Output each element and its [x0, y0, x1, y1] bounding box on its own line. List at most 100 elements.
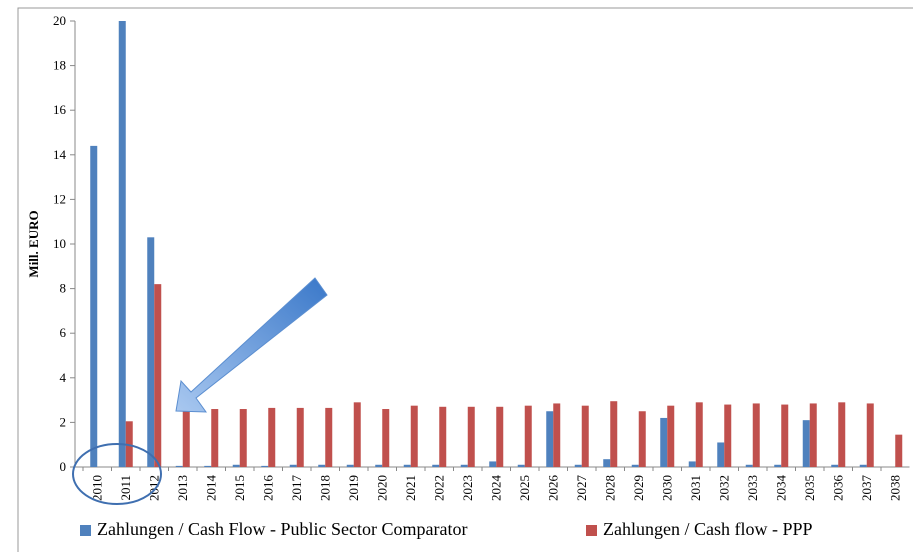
bar — [353, 402, 361, 467]
y-tick-label: 18 — [53, 58, 66, 73]
bar — [90, 145, 98, 467]
bar — [467, 406, 475, 467]
x-tick-label: 2026 — [545, 475, 560, 502]
bar — [603, 459, 611, 467]
bar — [895, 434, 903, 467]
x-tick-label: 2027 — [574, 475, 589, 502]
arrow-annotation — [175, 277, 328, 413]
bar — [232, 464, 240, 467]
bar — [866, 403, 874, 467]
bar — [410, 405, 418, 467]
bar — [838, 402, 846, 467]
x-tick-label: 2036 — [830, 475, 845, 502]
bar — [403, 464, 411, 467]
bar — [553, 403, 561, 467]
x-tick-label: 2015 — [232, 475, 247, 501]
bar — [638, 411, 646, 467]
y-tick-label: 8 — [60, 281, 67, 296]
bar — [175, 465, 183, 467]
x-tick-label: 2031 — [688, 475, 703, 501]
bar — [346, 464, 354, 467]
bar — [581, 405, 589, 467]
bar — [695, 402, 703, 467]
bar — [524, 405, 532, 467]
x-tick-label: 2037 — [859, 475, 874, 502]
bar — [724, 404, 732, 467]
bar — [717, 442, 725, 467]
bar — [774, 464, 782, 467]
legend-label: Zahlungen / Cash Flow - Public Sector Co… — [97, 519, 467, 539]
legend-swatch — [586, 525, 597, 536]
y-tick-label: 20 — [53, 13, 66, 28]
x-tick-label: 2018 — [317, 475, 332, 501]
x-tick-label: 2021 — [403, 475, 418, 501]
chart-frame — [17, 7, 913, 552]
x-tick-label: 2010 — [89, 475, 104, 501]
y-tick-label: 6 — [60, 325, 67, 340]
bar — [496, 406, 504, 467]
bar — [781, 404, 789, 467]
bar — [182, 409, 190, 467]
bar — [631, 464, 639, 467]
bar — [432, 464, 440, 467]
highlight-ellipse — [72, 443, 162, 505]
bar — [154, 284, 162, 467]
bar — [296, 407, 304, 467]
x-tick-label: 2014 — [203, 475, 218, 502]
y-tick-label: 0 — [60, 459, 67, 474]
bar — [574, 464, 582, 467]
bar — [289, 464, 297, 467]
x-tick-label: 2016 — [260, 475, 275, 502]
bar — [460, 464, 468, 467]
x-tick-label: 2017 — [289, 475, 304, 502]
x-tick-label: 2011 — [118, 475, 133, 501]
bar — [859, 464, 867, 467]
x-tick-label: 2013 — [175, 475, 190, 501]
y-axis-label: Mill. EURO — [26, 210, 41, 277]
plot: 0 2 4 6 8 10 12 14 16 18 20 2010 2011 2012 2013 2014 201… — [53, 13, 910, 539]
bar — [752, 403, 760, 467]
x-tick-label: 2032 — [716, 475, 731, 501]
bar — [489, 461, 497, 467]
x-tick-label: 2024 — [488, 475, 503, 502]
bar — [325, 407, 333, 467]
bar — [745, 464, 753, 467]
bar — [268, 407, 276, 467]
bar — [261, 465, 269, 467]
bar — [118, 21, 126, 467]
bar — [809, 403, 817, 467]
y-tick-label: 10 — [53, 236, 66, 251]
bar — [831, 464, 839, 467]
x-tick-label: 2020 — [374, 475, 389, 501]
bar — [318, 464, 326, 467]
bar — [375, 464, 383, 467]
bar — [147, 237, 155, 467]
x-tick-label: 2019 — [346, 475, 361, 501]
bar — [517, 464, 525, 467]
bar — [382, 409, 390, 467]
y-tick-label: 14 — [53, 147, 67, 162]
x-tick-label: 2025 — [517, 475, 532, 501]
x-tick-label: 2022 — [431, 475, 446, 501]
bar — [802, 420, 810, 467]
bar — [439, 406, 447, 467]
bar — [546, 411, 554, 467]
x-tick-label: 2038 — [887, 475, 902, 501]
legend-swatch — [80, 525, 91, 536]
bar — [211, 409, 219, 467]
y-tick-label: 4 — [60, 370, 67, 385]
bar — [610, 401, 618, 467]
bar — [239, 409, 247, 467]
y-tick-label: 16 — [53, 102, 67, 117]
y-tick-label: 2 — [60, 414, 67, 429]
x-tick-label: 2028 — [602, 475, 617, 501]
bar — [660, 417, 668, 467]
x-tick-label: 2029 — [631, 475, 646, 501]
y-tick-label: 12 — [53, 191, 66, 206]
x-tick-label: 2033 — [745, 475, 760, 501]
x-tick-label: 2012 — [146, 475, 161, 501]
x-tick-label: 2034 — [773, 475, 788, 502]
bar — [204, 465, 212, 467]
